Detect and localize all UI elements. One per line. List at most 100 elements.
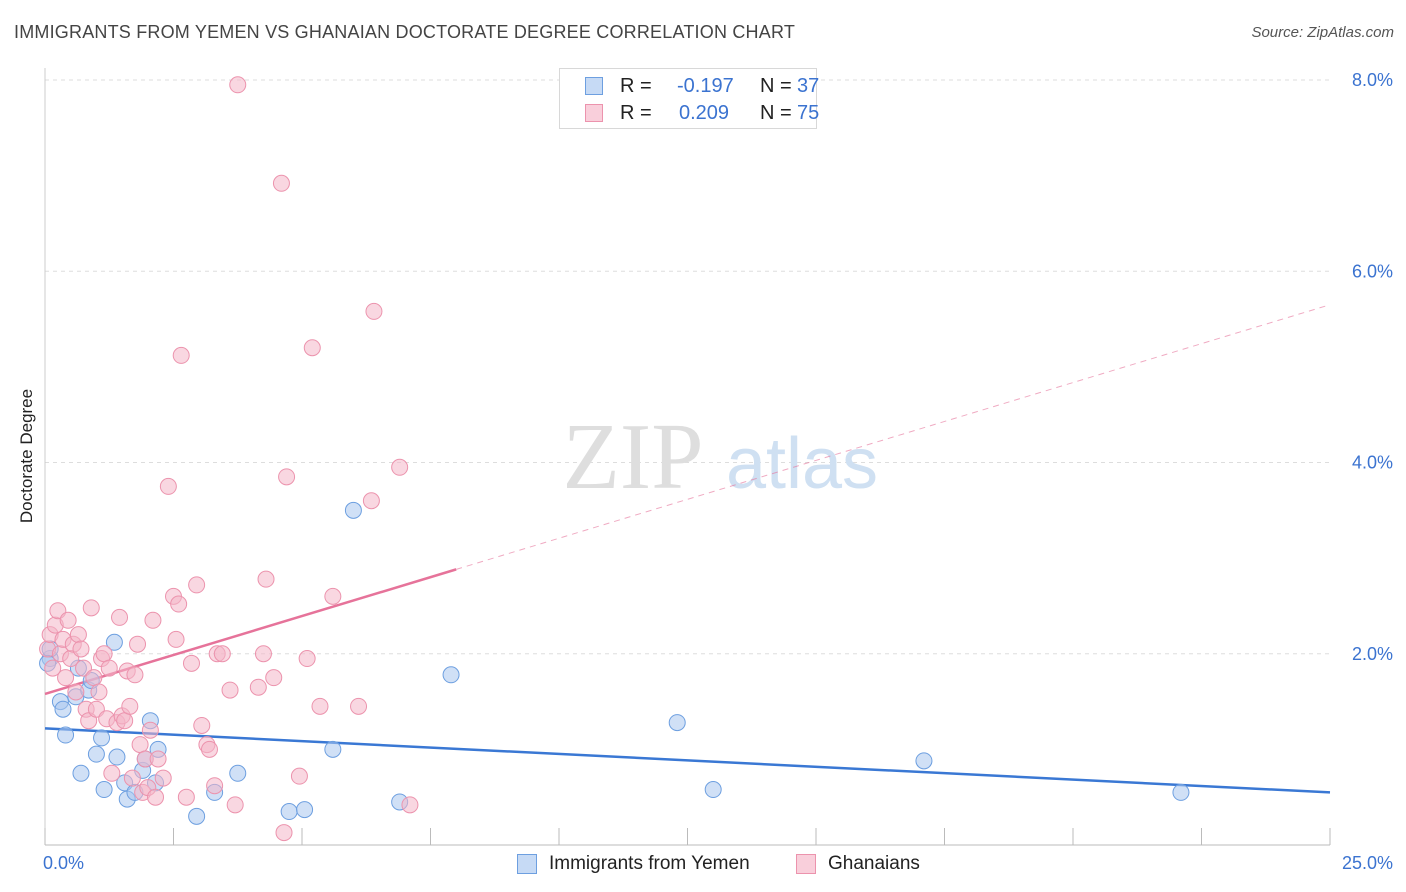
point-yemen [188,807,206,825]
point-ghanaians [123,769,141,787]
point-yemen [704,781,722,799]
point-ghanaians [69,626,87,644]
point-ghanaians [177,788,195,806]
watermark: ZIP atlas [563,405,879,509]
legend-r-value: 0.209 [679,102,730,124]
point-ghanaians [126,666,144,684]
point-ghanaians [182,654,200,672]
point-ghanaians [226,796,244,814]
point-yemen [280,803,298,821]
trend-lines [44,304,1331,794]
point-ghanaians [311,697,329,715]
bottom-legend-label-yemen: Immigrants from Yemen [549,853,750,874]
point-ghanaians [265,669,283,687]
point-ghanaians [121,697,139,715]
legend-n-label: N = [760,75,792,97]
x-tick-label-max: 25.0% [1342,853,1393,873]
point-ghanaians [67,683,85,701]
legend-swatch-yemen [585,77,603,95]
stats-legend: R = -0.197 N = 37 R = 0.209 N = 75 [559,68,820,129]
point-ghanaians [362,492,380,510]
point-ghanaians [149,750,167,768]
point-ghanaians [103,764,121,782]
point-yemen [93,729,111,747]
point-ghanaians [116,712,134,730]
point-yemen [95,781,113,799]
point-ghanaians [200,740,218,758]
point-ghanaians [275,824,293,842]
point-ghanaians [290,767,308,785]
trend-extension-ghanaians [456,304,1331,570]
point-ghanaians [131,736,149,754]
point-ghanaians [85,669,103,687]
x-tick-label-min: 0.0% [43,853,84,873]
point-yemen [1172,783,1190,801]
point-ghanaians [193,716,211,734]
point-ghanaians [278,468,296,486]
legend-r-label: R = [620,102,652,124]
point-ghanaians [82,599,100,617]
point-ghanaians [303,339,321,357]
legend-n-value: 75 [797,102,820,124]
point-ghanaians [391,458,409,476]
legend-r-value: -0.197 [677,75,734,97]
point-ghanaians [172,346,190,364]
point-ghanaians [147,788,165,806]
bottom-legend-swatch-ghanaians [796,854,816,874]
source-label: Source: ZipAtlas.com [1251,24,1394,41]
watermark-zip: ZIP [563,405,704,509]
point-ghanaians [213,645,231,663]
point-ghanaians [100,659,118,677]
point-ghanaians [111,608,129,626]
axes [44,68,1331,846]
bottom-legend-label-ghanaians: Ghanaians [828,853,920,874]
point-yemen [296,801,314,819]
point-ghanaians [272,174,290,192]
gridlines [45,79,1330,655]
chart-title: IMMIGRANTS FROM YEMEN VS GHANAIAN DOCTOR… [14,22,796,42]
trend-line-yemen [44,727,1331,794]
point-ghanaians [167,630,185,648]
point-yemen [72,764,90,782]
legend-swatch-ghanaians [585,104,603,122]
point-ghanaians [129,635,147,653]
point-ghanaians [59,611,77,629]
point-ghanaians [141,721,159,739]
point-yemen [108,748,126,766]
y-tick-label: 4.0% [1352,453,1393,473]
point-ghanaians [365,302,383,320]
point-ghanaians [206,777,224,795]
point-yemen [54,700,72,718]
point-ghanaians [154,769,172,787]
point-yemen [229,764,247,782]
point-yemen [324,740,342,758]
point-yemen [915,752,933,770]
point-ghanaians [249,678,267,696]
point-ghanaians [159,477,177,495]
bottom-legend-swatch-yemen [517,854,537,874]
y-tick-label: 2.0% [1352,644,1393,664]
point-ghanaians [401,796,419,814]
point-yemen [57,726,75,744]
point-ghanaians [90,683,108,701]
tick-labels: 2.0% 4.0% 6.0% 8.0% 0.0% 25.0% [43,70,1393,873]
point-yemen [105,633,123,651]
point-ghanaians [254,645,272,663]
point-ghanaians [170,595,188,613]
point-ghanaians [188,576,206,594]
point-ghanaians [350,697,368,715]
watermark-atlas: atlas [726,424,878,504]
point-yemen [442,666,460,684]
point-ghanaians [57,669,75,687]
data-points [39,76,1190,842]
point-yemen [668,714,686,732]
legend-n-label: N = [760,102,792,124]
point-ghanaians [72,640,90,658]
point-ghanaians [95,645,113,663]
point-ghanaians [229,76,247,94]
point-yemen [344,501,362,519]
point-ghanaians [257,570,275,588]
point-ghanaians [221,681,239,699]
legend-r-label: R = [620,75,652,97]
